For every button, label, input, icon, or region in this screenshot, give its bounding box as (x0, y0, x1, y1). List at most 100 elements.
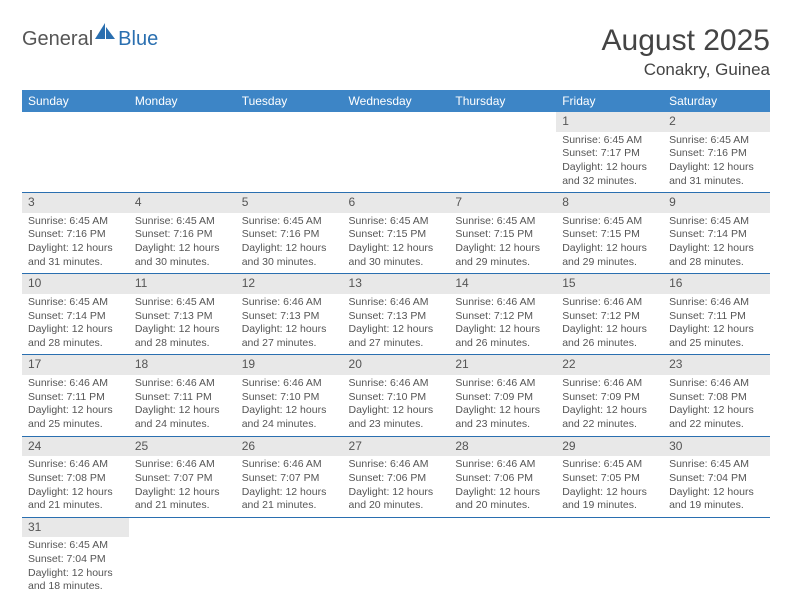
day-number: 9 (663, 193, 770, 213)
daylight-line: Daylight: 12 hours and 29 minutes. (562, 242, 657, 269)
sail-icon (95, 23, 117, 46)
calendar-cell: 9Sunrise: 6:45 AMSunset: 7:14 PMDaylight… (663, 193, 770, 274)
calendar-row: 17Sunrise: 6:46 AMSunset: 7:11 PMDayligh… (22, 355, 770, 436)
sunset-line: Sunset: 7:11 PM (28, 391, 123, 405)
calendar-cell: 27Sunrise: 6:46 AMSunset: 7:06 PMDayligh… (343, 436, 450, 517)
daylight-line: Daylight: 12 hours and 24 minutes. (135, 404, 230, 431)
day-number: 5 (236, 193, 343, 213)
calendar-cell (343, 112, 450, 193)
day-data: Sunrise: 6:45 AMSunset: 7:04 PMDaylight:… (22, 537, 129, 598)
day-data: Sunrise: 6:45 AMSunset: 7:15 PMDaylight:… (343, 213, 450, 274)
daylight-line: Daylight: 12 hours and 23 minutes. (455, 404, 550, 431)
col-tuesday: Tuesday (236, 90, 343, 112)
calendar-cell: 15Sunrise: 6:46 AMSunset: 7:12 PMDayligh… (556, 274, 663, 355)
day-data: Sunrise: 6:46 AMSunset: 7:06 PMDaylight:… (449, 456, 556, 517)
calendar-cell (236, 517, 343, 598)
col-thursday: Thursday (449, 90, 556, 112)
sunrise-line: Sunrise: 6:45 AM (242, 215, 337, 229)
calendar-cell: 30Sunrise: 6:45 AMSunset: 7:04 PMDayligh… (663, 436, 770, 517)
day-data: Sunrise: 6:45 AMSunset: 7:05 PMDaylight:… (556, 456, 663, 517)
daylight-line: Daylight: 12 hours and 19 minutes. (669, 486, 764, 513)
day-data: Sunrise: 6:45 AMSunset: 7:13 PMDaylight:… (129, 294, 236, 355)
sunset-line: Sunset: 7:11 PM (669, 310, 764, 324)
daylight-line: Daylight: 12 hours and 27 minutes. (349, 323, 444, 350)
sunrise-line: Sunrise: 6:45 AM (562, 134, 657, 148)
day-number-empty (236, 518, 343, 538)
sunset-line: Sunset: 7:14 PM (669, 228, 764, 242)
day-data: Sunrise: 6:45 AMSunset: 7:14 PMDaylight:… (22, 294, 129, 355)
sunrise-line: Sunrise: 6:45 AM (562, 215, 657, 229)
day-data: Sunrise: 6:46 AMSunset: 7:08 PMDaylight:… (663, 375, 770, 436)
col-saturday: Saturday (663, 90, 770, 112)
calendar-cell: 13Sunrise: 6:46 AMSunset: 7:13 PMDayligh… (343, 274, 450, 355)
calendar-cell: 29Sunrise: 6:45 AMSunset: 7:05 PMDayligh… (556, 436, 663, 517)
calendar-cell: 20Sunrise: 6:46 AMSunset: 7:10 PMDayligh… (343, 355, 450, 436)
day-data: Sunrise: 6:46 AMSunset: 7:09 PMDaylight:… (556, 375, 663, 436)
day-data: Sunrise: 6:45 AMSunset: 7:15 PMDaylight:… (556, 213, 663, 274)
daylight-line: Daylight: 12 hours and 22 minutes. (562, 404, 657, 431)
daylight-line: Daylight: 12 hours and 28 minutes. (135, 323, 230, 350)
sunrise-line: Sunrise: 6:46 AM (28, 377, 123, 391)
sunset-line: Sunset: 7:09 PM (562, 391, 657, 405)
day-data: Sunrise: 6:45 AMSunset: 7:16 PMDaylight:… (129, 213, 236, 274)
day-number-empty (556, 518, 663, 538)
daylight-line: Daylight: 12 hours and 31 minutes. (28, 242, 123, 269)
daylight-line: Daylight: 12 hours and 18 minutes. (28, 567, 123, 594)
daylight-line: Daylight: 12 hours and 21 minutes. (135, 486, 230, 513)
sunrise-line: Sunrise: 6:45 AM (28, 296, 123, 310)
daylight-line: Daylight: 12 hours and 31 minutes. (669, 161, 764, 188)
day-number: 19 (236, 355, 343, 375)
sunrise-line: Sunrise: 6:45 AM (349, 215, 444, 229)
sunset-line: Sunset: 7:17 PM (562, 147, 657, 161)
day-number: 2 (663, 112, 770, 132)
day-data: Sunrise: 6:46 AMSunset: 7:10 PMDaylight:… (343, 375, 450, 436)
calendar-cell (663, 517, 770, 598)
calendar-cell: 14Sunrise: 6:46 AMSunset: 7:12 PMDayligh… (449, 274, 556, 355)
day-number: 15 (556, 274, 663, 294)
sunrise-line: Sunrise: 6:46 AM (28, 458, 123, 472)
day-number: 13 (343, 274, 450, 294)
daylight-line: Daylight: 12 hours and 20 minutes. (455, 486, 550, 513)
calendar-cell: 6Sunrise: 6:45 AMSunset: 7:15 PMDaylight… (343, 193, 450, 274)
day-data: Sunrise: 6:46 AMSunset: 7:11 PMDaylight:… (129, 375, 236, 436)
day-number: 10 (22, 274, 129, 294)
calendar-cell: 23Sunrise: 6:46 AMSunset: 7:08 PMDayligh… (663, 355, 770, 436)
day-data: Sunrise: 6:46 AMSunset: 7:08 PMDaylight:… (22, 456, 129, 517)
day-number-empty (663, 518, 770, 538)
sunrise-line: Sunrise: 6:46 AM (455, 296, 550, 310)
col-wednesday: Wednesday (343, 90, 450, 112)
day-number: 30 (663, 437, 770, 457)
daylight-line: Daylight: 12 hours and 20 minutes. (349, 486, 444, 513)
logo: General Blue (22, 28, 158, 51)
sunset-line: Sunset: 7:06 PM (349, 472, 444, 486)
sunrise-line: Sunrise: 6:46 AM (349, 296, 444, 310)
day-number: 26 (236, 437, 343, 457)
sunrise-line: Sunrise: 6:45 AM (28, 215, 123, 229)
day-number-empty (129, 518, 236, 538)
day-number: 22 (556, 355, 663, 375)
calendar-cell: 4Sunrise: 6:45 AMSunset: 7:16 PMDaylight… (129, 193, 236, 274)
calendar-row: 1Sunrise: 6:45 AMSunset: 7:17 PMDaylight… (22, 112, 770, 193)
sunrise-line: Sunrise: 6:45 AM (455, 215, 550, 229)
sunrise-line: Sunrise: 6:46 AM (242, 296, 337, 310)
day-number: 11 (129, 274, 236, 294)
day-number: 7 (449, 193, 556, 213)
calendar-cell: 2Sunrise: 6:45 AMSunset: 7:16 PMDaylight… (663, 112, 770, 193)
daylight-line: Daylight: 12 hours and 23 minutes. (349, 404, 444, 431)
calendar-cell (556, 517, 663, 598)
sunrise-line: Sunrise: 6:46 AM (455, 377, 550, 391)
daylight-line: Daylight: 12 hours and 22 minutes. (669, 404, 764, 431)
day-data: Sunrise: 6:46 AMSunset: 7:10 PMDaylight:… (236, 375, 343, 436)
day-data: Sunrise: 6:46 AMSunset: 7:07 PMDaylight:… (129, 456, 236, 517)
day-number: 18 (129, 355, 236, 375)
sunset-line: Sunset: 7:16 PM (135, 228, 230, 242)
calendar-cell: 12Sunrise: 6:46 AMSunset: 7:13 PMDayligh… (236, 274, 343, 355)
day-data: Sunrise: 6:46 AMSunset: 7:09 PMDaylight:… (449, 375, 556, 436)
sunset-line: Sunset: 7:04 PM (28, 553, 123, 567)
sunset-line: Sunset: 7:15 PM (562, 228, 657, 242)
sunrise-line: Sunrise: 6:46 AM (562, 296, 657, 310)
day-data: Sunrise: 6:45 AMSunset: 7:16 PMDaylight:… (663, 132, 770, 193)
day-number: 14 (449, 274, 556, 294)
sunset-line: Sunset: 7:05 PM (562, 472, 657, 486)
calendar-cell (449, 517, 556, 598)
